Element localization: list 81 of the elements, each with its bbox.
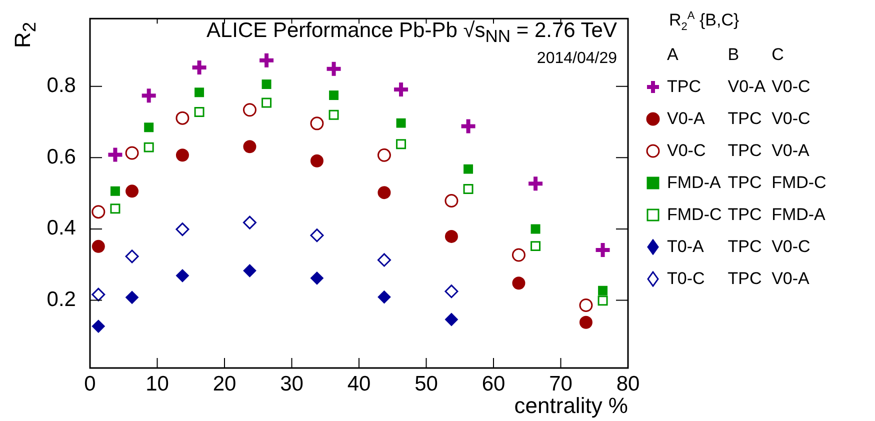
point	[110, 204, 120, 214]
x-tick-label: 50	[414, 372, 438, 396]
x-tick-label: 40	[347, 372, 371, 396]
point	[377, 253, 391, 267]
point	[464, 164, 474, 174]
y-tick-label: 0.4	[46, 216, 76, 240]
chart-title: ALICE Performance Pb-Pb √s$_{NN}$ = 2.76 TeV	[206, 19, 617, 48]
point	[310, 272, 324, 285]
point	[396, 139, 406, 150]
point	[526, 174, 545, 193]
point	[378, 290, 391, 304]
point	[530, 241, 541, 252]
point	[377, 148, 391, 162]
point	[176, 222, 190, 236]
x-axis-title: centrality %	[514, 393, 628, 419]
point	[512, 248, 526, 262]
point	[243, 264, 256, 278]
point	[444, 284, 458, 298]
point	[378, 186, 391, 200]
point	[243, 140, 256, 154]
point	[262, 79, 272, 89]
legend-label: FMD-A TPC FMD-C	[667, 172, 828, 194]
y-tick-label: 0.2	[46, 288, 76, 312]
point	[310, 228, 324, 242]
point	[194, 88, 204, 98]
point	[396, 118, 406, 128]
point	[92, 288, 106, 302]
point	[463, 184, 474, 194]
point	[324, 60, 343, 78]
x-tick-label: 0	[84, 372, 96, 396]
text: TPC V0-A V0-C	[667, 77, 810, 96]
point	[126, 290, 139, 304]
point	[579, 298, 593, 312]
point	[144, 122, 154, 132]
point	[242, 216, 256, 230]
point	[598, 286, 608, 296]
x-tick-label: 80	[616, 372, 640, 396]
point	[459, 117, 478, 136]
point	[110, 186, 120, 196]
point	[176, 111, 190, 125]
point	[125, 250, 139, 264]
point	[444, 194, 458, 208]
point	[258, 51, 276, 70]
point	[328, 110, 339, 120]
point	[310, 116, 324, 130]
text: V0-A TPC V0-C	[667, 109, 810, 128]
point	[176, 269, 189, 282]
y-tick-label: 0.6	[46, 145, 76, 168]
text: V0-C TPC V0-A	[667, 141, 810, 160]
point	[262, 98, 272, 108]
point	[194, 107, 204, 118]
point	[598, 296, 608, 306]
point	[579, 316, 592, 329]
point	[140, 86, 158, 105]
text: T0-A TPC V0-C	[667, 237, 810, 256]
text: T0-C TPC V0-A	[667, 269, 810, 288]
x-tick-label: 70	[549, 372, 572, 396]
point	[310, 154, 324, 168]
point	[92, 205, 106, 219]
legend-title: R$_{2}$$^{A}$ {B,C}	[669, 10, 740, 34]
x-tick-label: 10	[146, 372, 169, 396]
point	[106, 146, 124, 164]
legend-label: FMD-C TPC FMD-A	[667, 204, 826, 226]
x-tick-label: 20	[212, 372, 236, 396]
x-tick-label: 30	[280, 372, 304, 396]
point	[125, 146, 139, 160]
point	[92, 240, 105, 253]
point	[144, 142, 154, 152]
x-tick-label: 60	[482, 372, 506, 396]
point	[444, 230, 458, 243]
point	[512, 276, 526, 290]
point	[92, 320, 105, 333]
point	[242, 103, 256, 117]
annotation: 2014/04/29	[536, 50, 617, 68]
point	[444, 313, 458, 326]
point	[176, 148, 189, 162]
point	[126, 184, 139, 198]
point	[329, 90, 339, 100]
y-tick-label: 0.8	[46, 74, 76, 98]
text: A B C	[667, 45, 784, 64]
point	[530, 224, 540, 234]
